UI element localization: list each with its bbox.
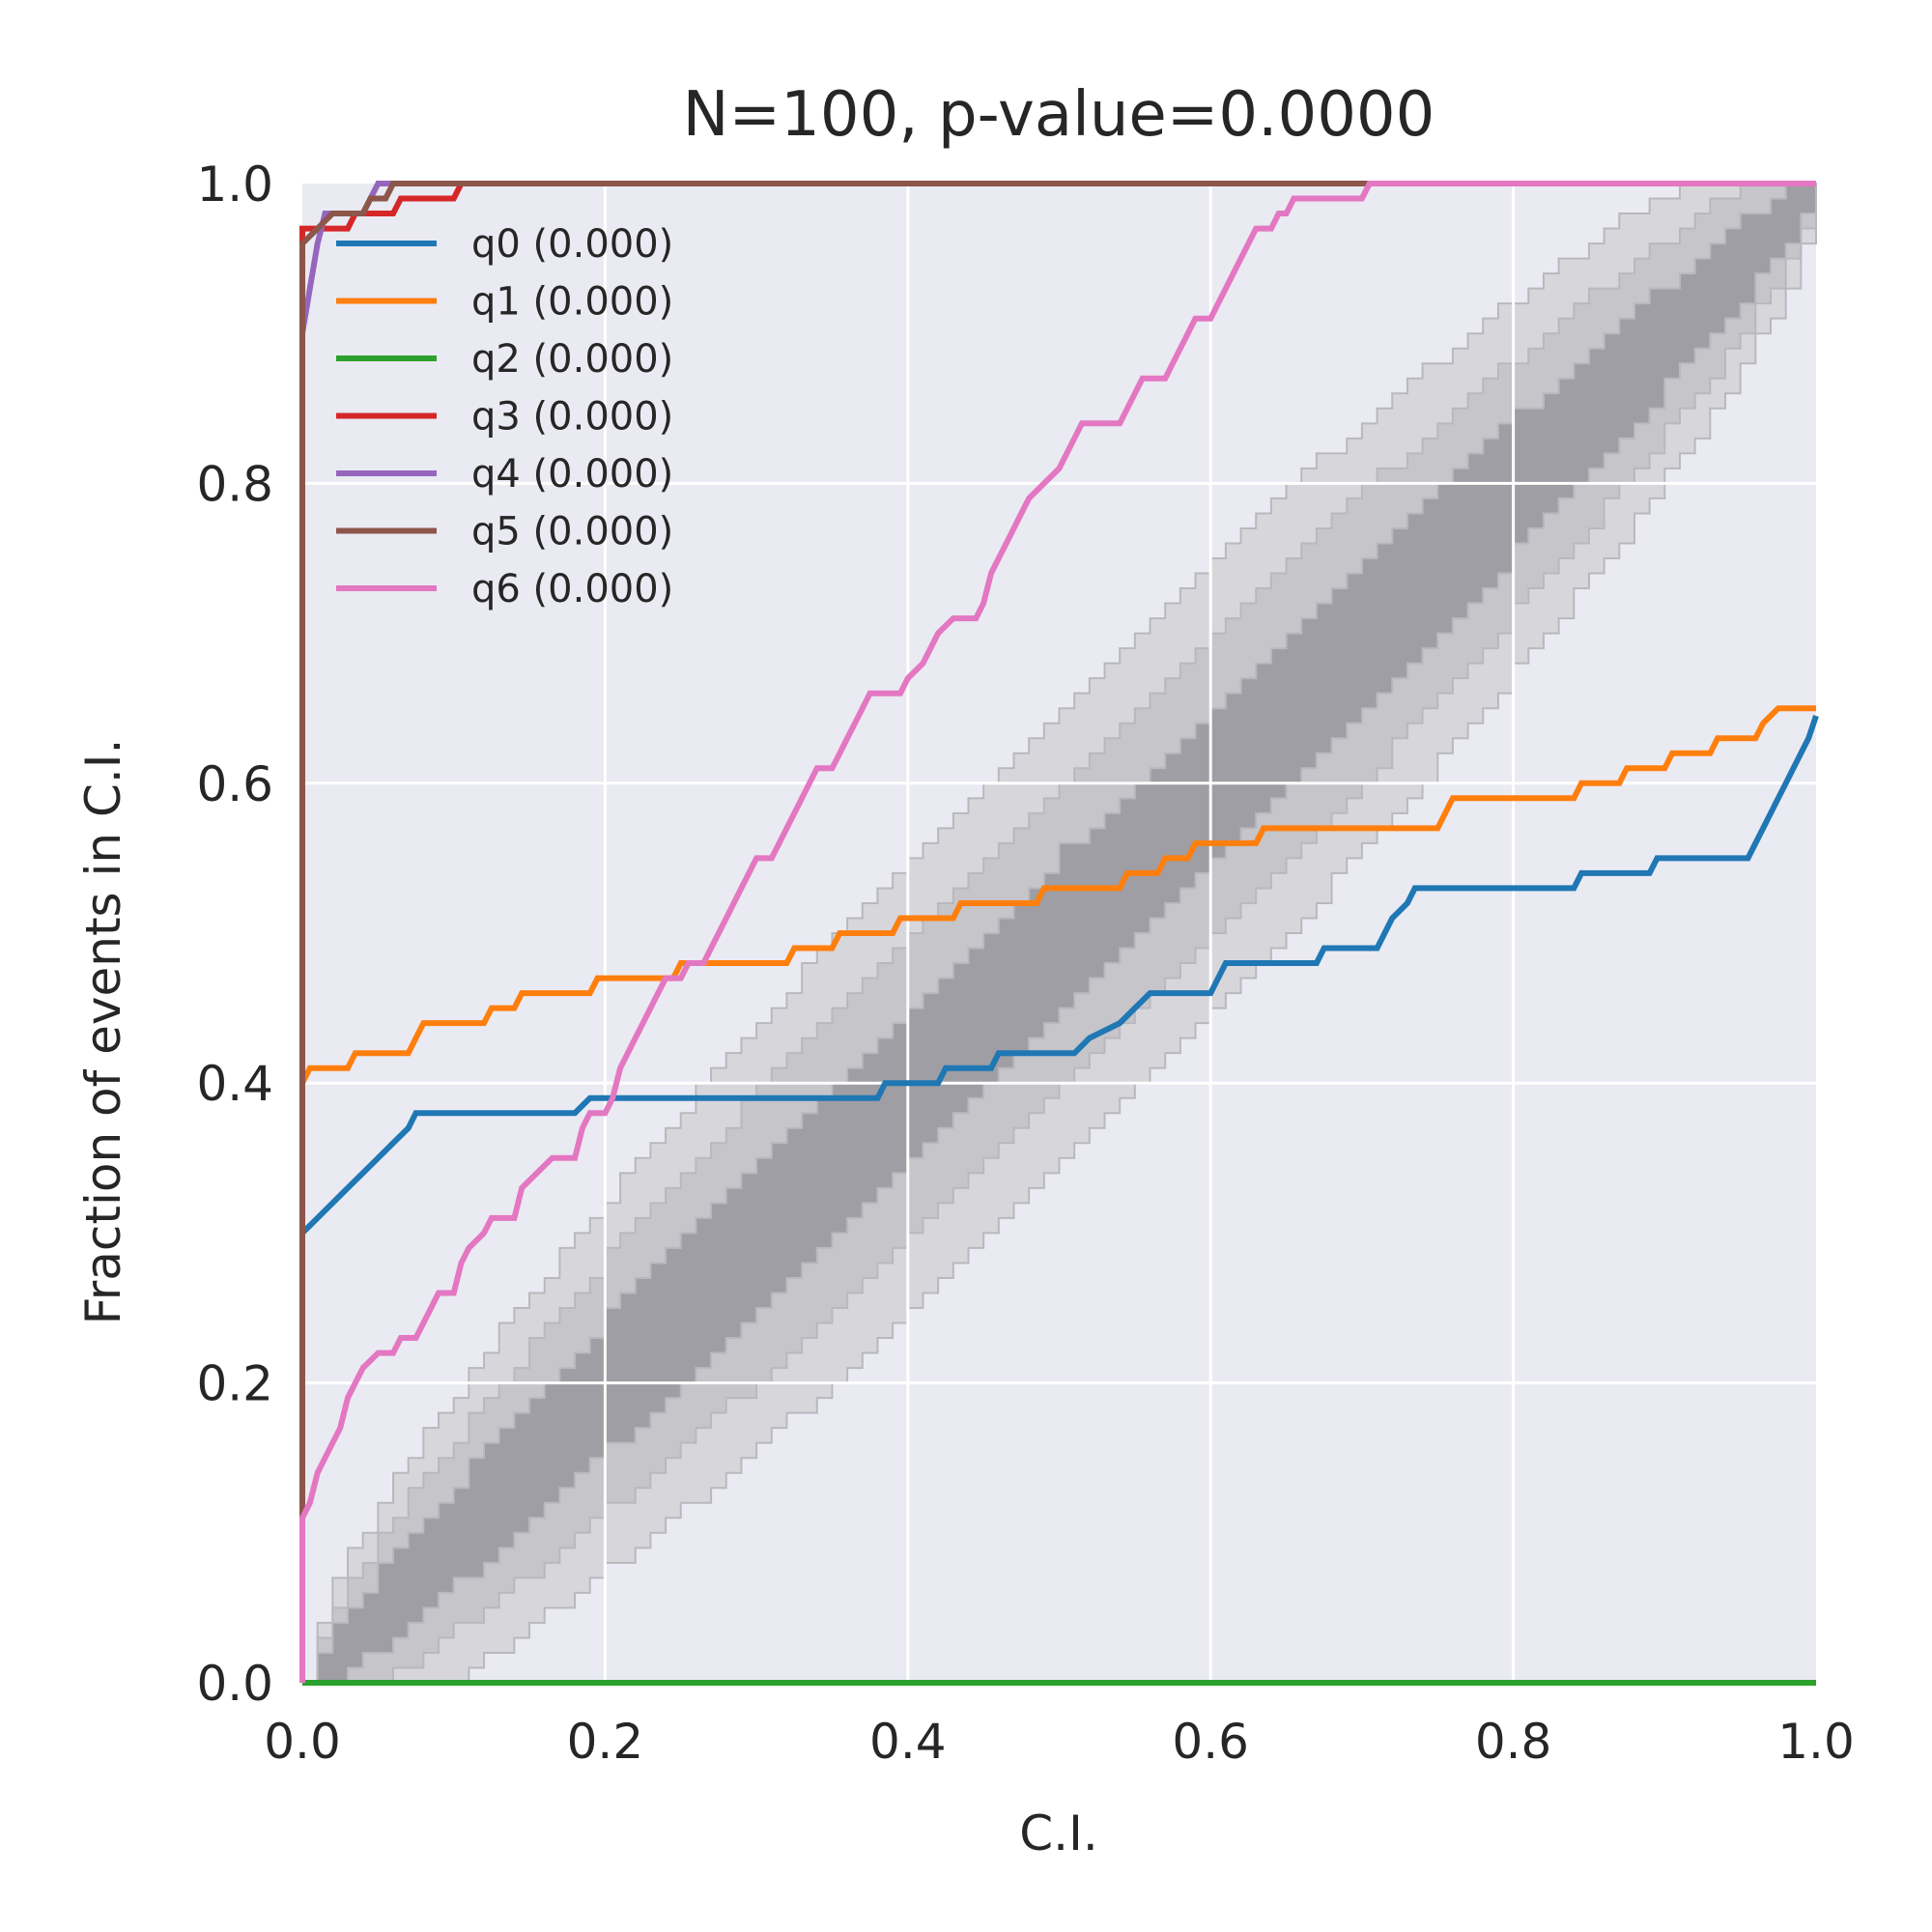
confidence-bands	[302, 183, 1817, 1684]
series-lines	[299, 181, 1819, 1686]
series-line-q5	[299, 181, 1423, 1683]
y-tick-label: 0.4	[196, 1056, 273, 1112]
legend-label-q6: q6 (0.000)	[471, 567, 673, 611]
x-tick-label: 0.0	[264, 1714, 341, 1770]
legend-label-q1: q1 (0.000)	[471, 280, 673, 325]
y-tick-label: 0.2	[196, 1356, 273, 1412]
y-tick-label: 0.6	[196, 756, 273, 812]
y-tick-label: 1.0	[196, 156, 273, 213]
legend-label-q3: q3 (0.000)	[471, 395, 673, 440]
legend-label-q4: q4 (0.000)	[471, 452, 673, 497]
chart-title: N=100, p-value=0.0000	[683, 79, 1435, 151]
x-tick-label: 0.8	[1475, 1714, 1552, 1770]
series-line-q1	[299, 705, 1816, 1683]
x-tick-label: 0.6	[1172, 1714, 1249, 1770]
x-axis-label: C.I.	[1019, 1805, 1097, 1861]
legend-label-q5: q5 (0.000)	[471, 510, 673, 554]
x-tick-label: 0.2	[567, 1714, 644, 1770]
legend-label-q2: q2 (0.000)	[471, 337, 673, 382]
legend: q0 (0.000) q1 (0.000) q2 (0.000) q3 (0.000)…	[336, 222, 673, 611]
confidence-band-1sigma	[302, 183, 1817, 1684]
x-tick-label: 0.4	[869, 1714, 947, 1770]
y-tick-labels: 0.0 0.2 0.4 0.6 0.8 1.0	[196, 156, 273, 1712]
series-line-q0	[299, 715, 1819, 1683]
grid-lines	[302, 184, 1816, 1683]
series-line-q6	[299, 181, 1816, 1683]
x-tick-labels: 0.0 0.2 0.4 0.6 0.8 1.0	[264, 1714, 1855, 1770]
y-tick-label: 0.8	[196, 456, 273, 512]
y-tick-label: 0.0	[196, 1656, 273, 1712]
y-axis-label: Fraction of events in C.I.	[75, 739, 131, 1325]
legend-label-q0: q0 (0.000)	[471, 222, 673, 267]
x-tick-label: 1.0	[1777, 1714, 1855, 1770]
